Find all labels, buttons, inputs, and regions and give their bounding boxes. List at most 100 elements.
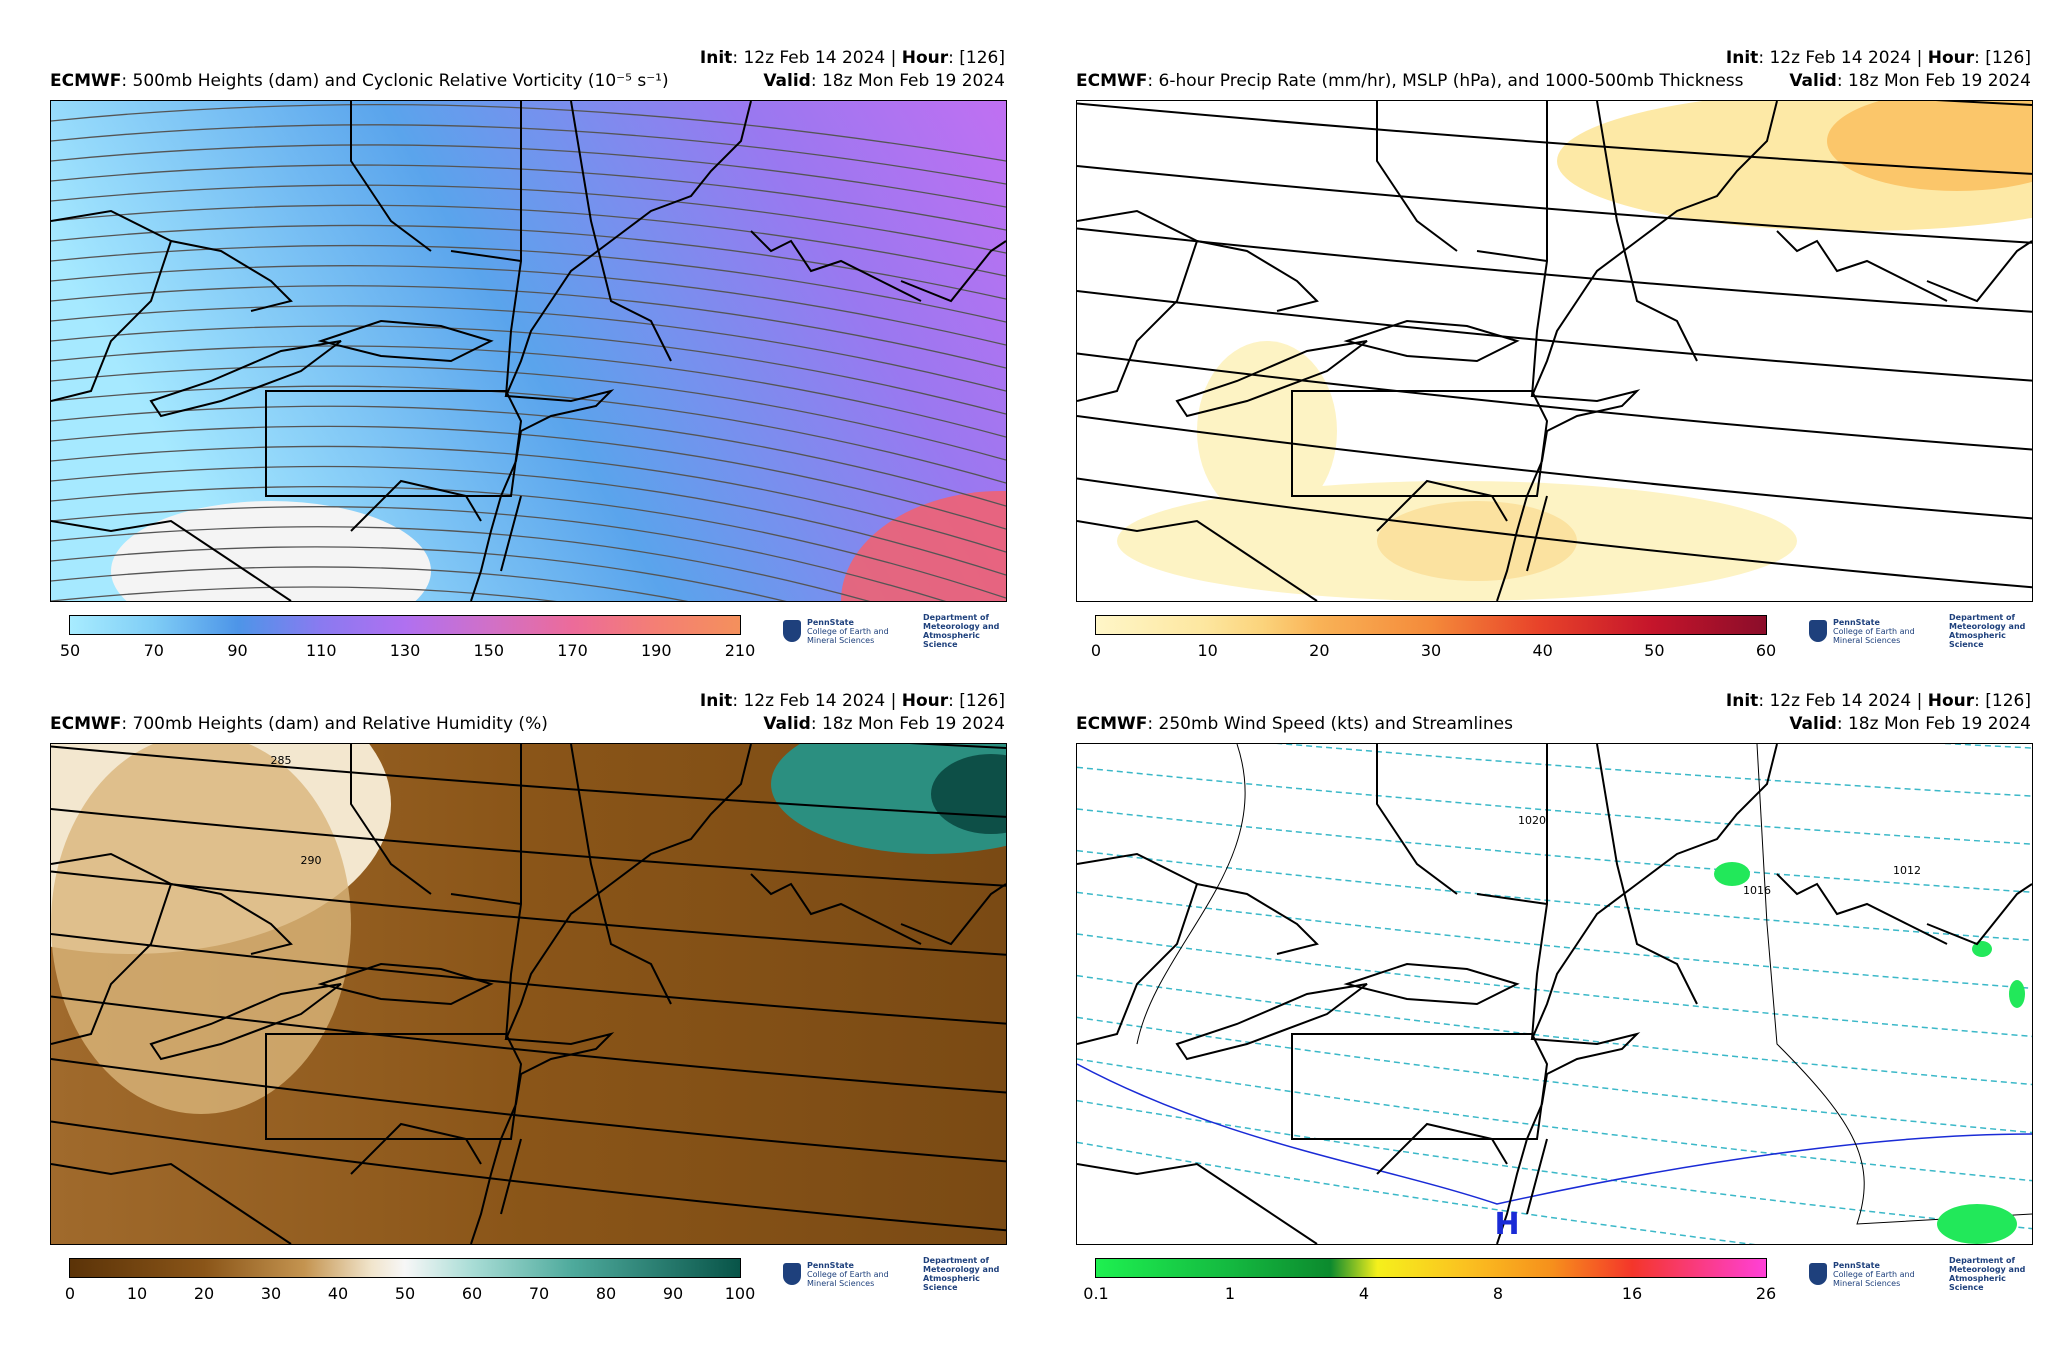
border (1596, 744, 1698, 1005)
model: ECMWF (1076, 714, 1148, 734)
streamline (51, 586, 557, 601)
logo-name: PennState (1833, 1260, 1880, 1270)
border (51, 209, 173, 402)
border (1343, 962, 1520, 1006)
logo-college: College of Earth and Mineral Sciences (807, 626, 889, 645)
colorbar-tick-label: 20 (1309, 641, 1330, 660)
colorbar-tick-label: 60 (1755, 641, 1777, 660)
colorbar-tick-label: 30 (260, 1284, 282, 1303)
colorbar-tick-label: 90 (662, 1284, 684, 1303)
contour-label: 1016 (1743, 884, 1771, 897)
streamline (51, 244, 1006, 323)
model: ECMWF (50, 71, 122, 91)
border (500, 1138, 522, 1215)
model: ECMWF (50, 714, 122, 734)
border (1077, 209, 1199, 402)
hour: : [126] (1974, 691, 2031, 711)
header-valid: Valid: 18z Mon Feb 19 2024 (1789, 71, 2031, 91)
colorbar-tick-label: 40 (1532, 641, 1553, 660)
contour-line (51, 1058, 1006, 1163)
logo-name: PennState (807, 1260, 854, 1270)
colorbar-tick-label: 130 (389, 641, 421, 660)
hour-label: Hour (901, 691, 949, 711)
valid-label: Valid (1789, 71, 1837, 91)
colorbar-tick-label: 190 (640, 641, 672, 660)
colorbar-tick-label: 10 (126, 1284, 148, 1303)
streamline (51, 285, 1006, 369)
border (1776, 873, 1948, 945)
valid-label: Valid (1789, 714, 1837, 734)
model: ECMWF (1076, 71, 1148, 91)
streamline (51, 546, 787, 601)
logo-department: Department of Meteorology and Atmospheri… (1949, 613, 2026, 649)
colorbar-tick-label: 210 (724, 641, 756, 660)
border (1175, 340, 1368, 418)
colorbar-tick-label: 0.1 (1083, 1284, 1109, 1303)
border (1291, 1033, 1549, 1140)
title: : 250mb Wind Speed (kts) and Streamlines (1147, 714, 1513, 734)
border (170, 240, 293, 312)
border (1926, 883, 2032, 946)
contour-label: 285 (271, 754, 292, 767)
border (570, 744, 672, 1005)
colorbar-tick-label: 170 (557, 641, 588, 660)
contour-line (1077, 1141, 1756, 1244)
colorbar (69, 1258, 741, 1278)
contour-line (1077, 352, 2032, 451)
streamline (51, 485, 1006, 599)
colorbar-tick-label: 40 (327, 1284, 349, 1303)
shading (1197, 341, 1337, 521)
hour: : [126] (948, 48, 1005, 68)
logo-text: PennState College of Earth and Mineral Sc… (1833, 1261, 1943, 1288)
streamline (51, 224, 1006, 300)
border (900, 240, 1006, 303)
init: : 12z Feb 14 2024 | (1758, 691, 1928, 711)
colorbar-tick-label: 10 (1197, 641, 1218, 660)
logo: PennState College of Earth and Mineral Sc… (1809, 1256, 2039, 1292)
logo-name: PennState (1833, 617, 1880, 627)
wind-shading (1937, 1204, 2017, 1244)
header-valid: Valid: 18z Mon Feb 19 2024 (1789, 714, 2031, 734)
wind-shading (1714, 862, 1750, 886)
shading (1077, 744, 2032, 1244)
logo-text: PennState College of Earth and Mineral Sc… (807, 1261, 917, 1288)
border (1376, 744, 1458, 895)
contour-line (1077, 891, 2032, 990)
streamline (51, 465, 1006, 576)
border (450, 250, 522, 262)
border (750, 230, 922, 302)
border (1776, 230, 1948, 302)
border (500, 495, 522, 572)
border (1196, 240, 1319, 312)
colorbar-tick-label: 50 (1644, 641, 1665, 660)
border (1926, 240, 2032, 303)
title: : 700mb Heights (dam) and Relative Humid… (121, 714, 548, 734)
colorbar-tick-label: 110 (305, 641, 337, 660)
contour-label: H (1494, 1207, 1519, 1242)
contour-line (1077, 974, 2032, 1086)
border (1175, 983, 1368, 1061)
header-title: ECMWF: 700mb Heights (dam) and Relative … (50, 714, 548, 734)
contour-line (1077, 165, 2032, 244)
border (570, 101, 672, 362)
border (1343, 319, 1520, 363)
valid: : 18z Mon Feb 19 2024 (1836, 714, 2031, 734)
init-label: Init (699, 691, 733, 711)
contour-label: 1012 (1893, 864, 1921, 877)
logo-name: PennState (807, 617, 854, 627)
border (505, 101, 522, 397)
contour-line (51, 995, 1006, 1094)
init-label: Init (1725, 691, 1759, 711)
init: : 12z Feb 14 2024 | (1758, 48, 1928, 68)
colorbar-tick-label: 20 (193, 1284, 215, 1303)
border (505, 744, 522, 1040)
contour-line (51, 870, 1006, 956)
init-label: Init (699, 48, 733, 68)
contour-line (1077, 933, 2032, 1038)
colorbar-tick-label: 1 (1224, 1284, 1236, 1303)
border (317, 962, 494, 1006)
colorbar-tick-label: 30 (1420, 641, 1442, 660)
border (149, 983, 342, 1061)
shading (1377, 501, 1577, 581)
border (265, 390, 523, 497)
